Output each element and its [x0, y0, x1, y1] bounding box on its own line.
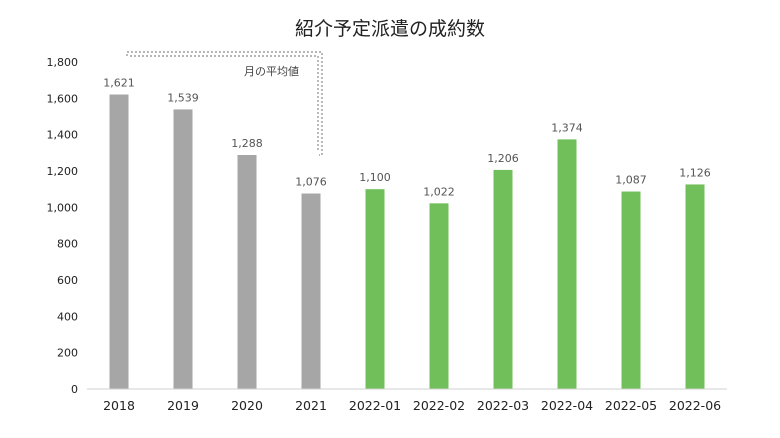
x-tick-label: 2022-03: [477, 398, 529, 413]
data-label: 1,288: [231, 137, 263, 150]
bar-2022-06: [685, 184, 705, 389]
x-tick-label: 2020: [231, 398, 263, 413]
y-tick-label: 1,600: [47, 92, 79, 105]
y-tick-label: 1,200: [47, 165, 79, 178]
data-label: 1,076: [295, 176, 327, 189]
data-label: 1,100: [359, 171, 391, 184]
y-axis: 0 200 400 600 800 1,000 1,200 1,400 1,600 1,800: [47, 56, 79, 396]
x-tick-label: 2022-05: [605, 398, 657, 413]
bar-2022-04: [557, 139, 577, 389]
data-label: 1,087: [615, 174, 647, 187]
y-tick-label: 600: [57, 274, 78, 287]
y-tick-label: 200: [57, 347, 78, 360]
bar-2019: [173, 109, 193, 389]
bar-2018: [109, 94, 129, 389]
bar-2022-05: [621, 191, 641, 389]
x-tick-label: 2018: [103, 398, 135, 413]
x-axis: 2018 2019 2020 2021 2022-01 2022-02 2022-03 202…: [87, 388, 727, 413]
x-tick-label: 2022-02: [413, 398, 465, 413]
annotation-label: 月の平均値: [244, 65, 299, 78]
y-tick-label: 800: [57, 238, 78, 251]
x-tick-label: 2022-04: [541, 398, 593, 413]
x-tick-label: 2019: [167, 398, 199, 413]
data-label: 1,206: [487, 152, 519, 165]
data-label: 1,022: [423, 185, 455, 198]
data-label: 1,621: [103, 77, 135, 90]
data-label: 1,539: [167, 91, 199, 104]
bar-2022-03: [493, 169, 513, 389]
data-label: 1,374: [551, 121, 583, 134]
data-label: 1,126: [679, 166, 711, 179]
y-tick-label: 1,400: [47, 129, 79, 142]
y-tick-label: 0: [71, 383, 78, 396]
bar-2022-02: [429, 203, 449, 389]
annotation-bracket-inner: [130, 55, 319, 151]
annotation-group: 月の平均値: [126, 51, 323, 156]
chart-title: 紹介予定派遣の成約数: [294, 18, 485, 40]
data-labels: 1,621 1,539 1,288 1,076 1,100 1,022 1,206 1,374…: [103, 77, 711, 199]
x-tick-label: 2021: [295, 398, 327, 413]
bar-2020: [237, 155, 257, 389]
x-tick-label: 2022-01: [349, 398, 401, 413]
y-tick-label: 1,000: [47, 201, 79, 214]
bar-2022-01: [365, 189, 385, 389]
y-tick-label: 1,800: [47, 56, 79, 69]
bars: [109, 94, 705, 389]
bar-2021: [301, 193, 321, 389]
y-tick-label: 400: [57, 310, 78, 323]
x-tick-label: 2022-06: [669, 398, 721, 413]
